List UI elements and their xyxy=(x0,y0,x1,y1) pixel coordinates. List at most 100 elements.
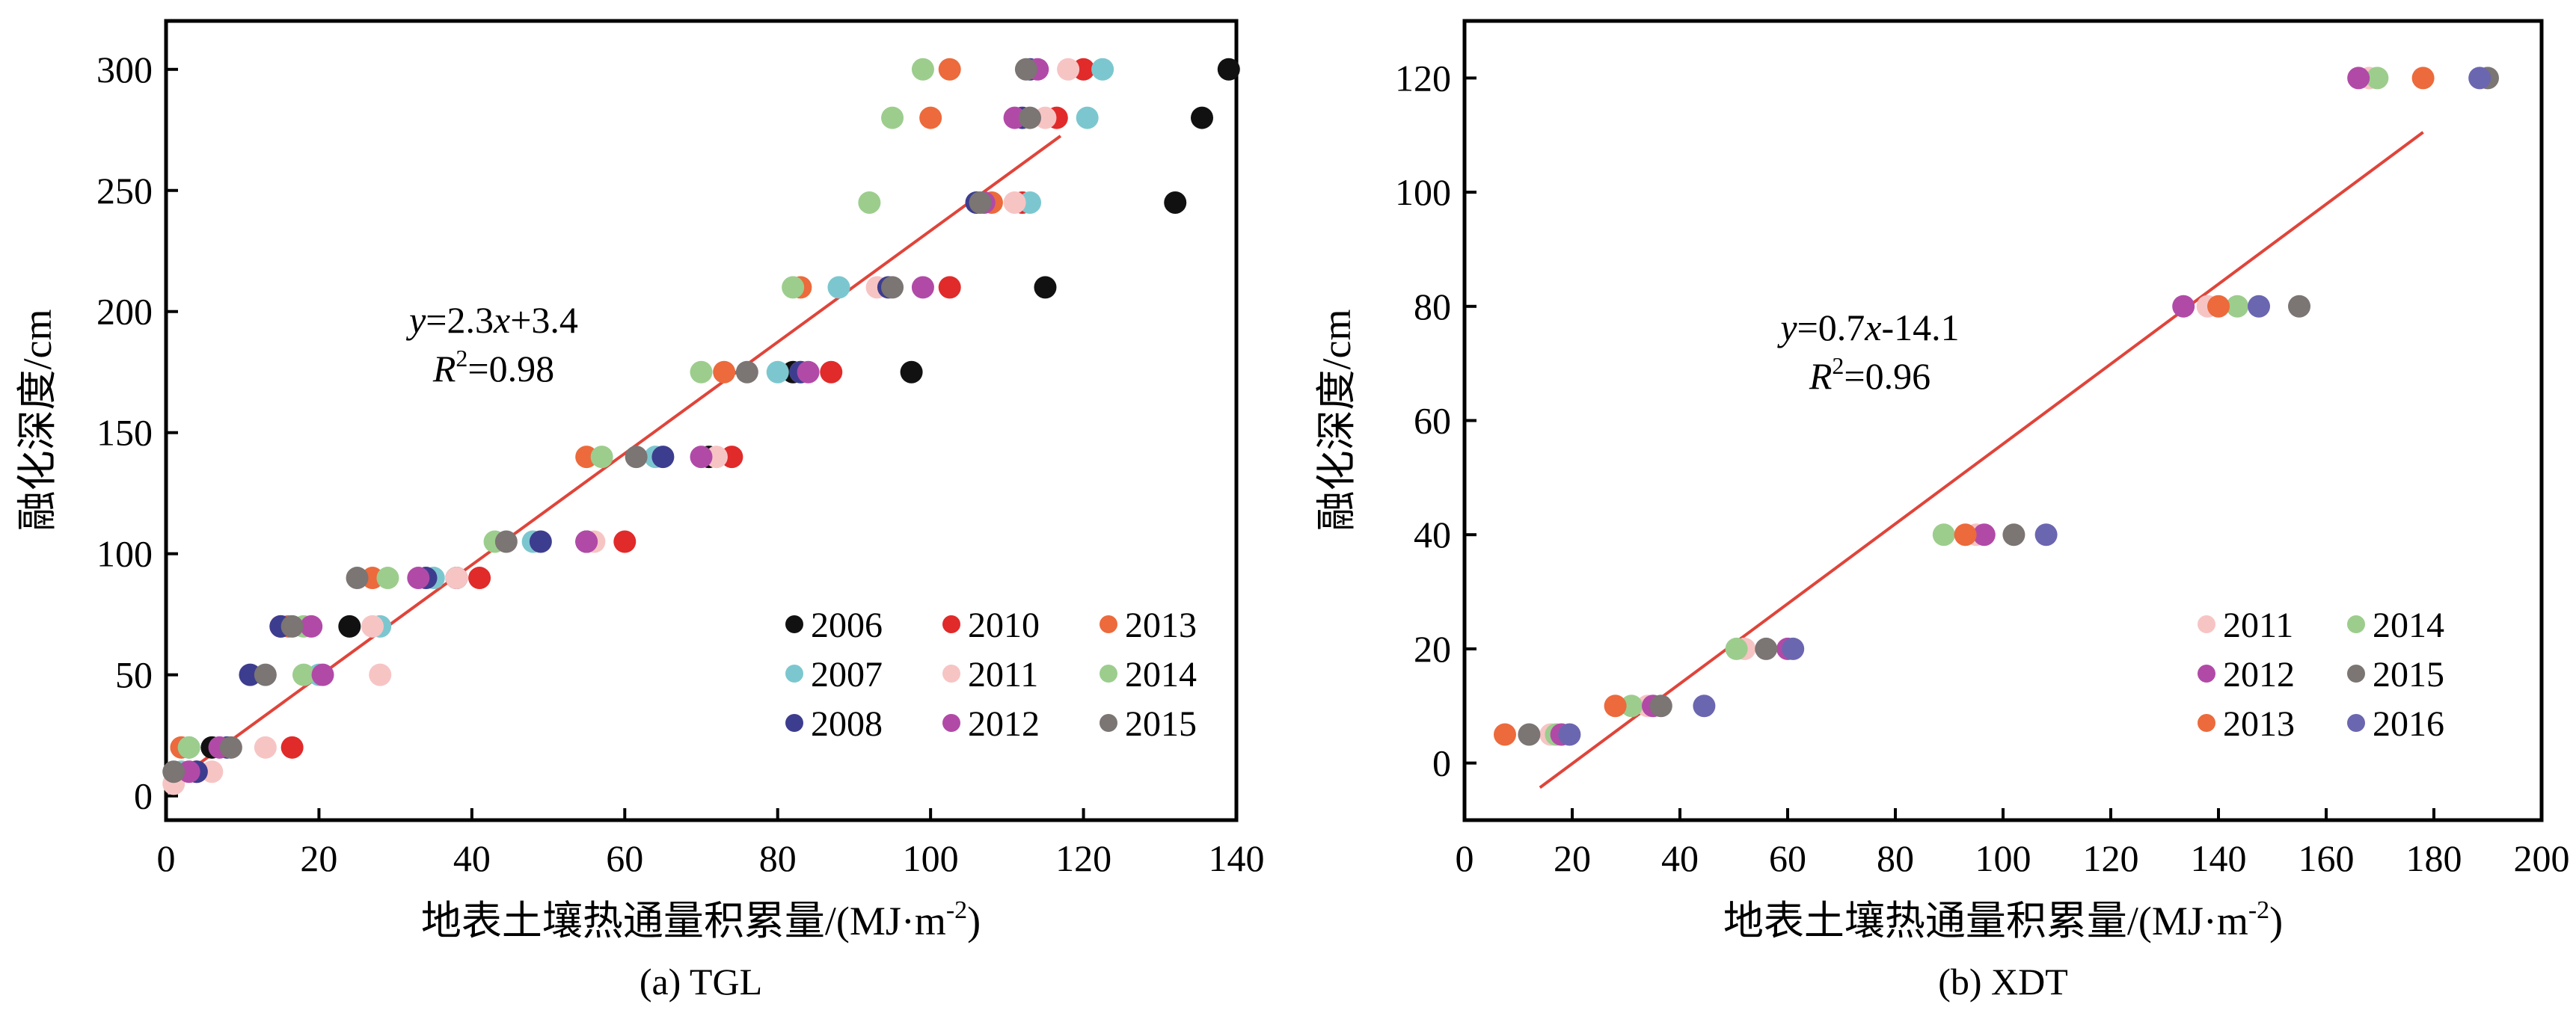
y-tick-label: 0 xyxy=(134,775,153,817)
data-point xyxy=(820,360,843,384)
legend-label: 2011 xyxy=(968,655,1038,695)
legend: 2011 2014 2012 2015 2013 2016 xyxy=(2198,606,2444,744)
plot-frame xyxy=(164,19,1239,822)
x-tick-label: 40 xyxy=(453,837,491,879)
data-point xyxy=(881,106,904,129)
panel-caption: (a) TGL xyxy=(640,961,762,1003)
data-point xyxy=(1620,695,1643,718)
x-tick-label: 100 xyxy=(903,837,959,879)
y-tick-label: 100 xyxy=(1395,171,1451,213)
data-point xyxy=(445,567,468,590)
series-2013 xyxy=(1494,67,2435,746)
legend-label: 2011 xyxy=(2223,606,2293,645)
x-tick-label: 40 xyxy=(1661,837,1699,879)
data-point xyxy=(1014,58,1037,81)
legend-label: 2006 xyxy=(811,606,883,645)
r-squared: R2=0.98 xyxy=(432,345,554,390)
data-point xyxy=(338,615,361,638)
legend-marker-2012 xyxy=(942,714,960,732)
data-point xyxy=(1932,523,1955,547)
y-tick-label: 100 xyxy=(96,533,153,575)
x-tick-label: 140 xyxy=(1209,837,1265,879)
data-point xyxy=(2468,67,2491,90)
data-point xyxy=(300,615,323,638)
fit-equation: y=0.7x-14.1 xyxy=(1776,307,1959,348)
data-point xyxy=(2248,295,2270,318)
data-point xyxy=(346,567,369,590)
legend-marker-2010 xyxy=(942,615,960,633)
data-point xyxy=(468,567,491,590)
data-point xyxy=(797,360,820,384)
data-point xyxy=(219,736,242,759)
legend-label: 2013 xyxy=(2223,704,2295,744)
data-point xyxy=(1164,191,1187,214)
y-tick-label: 300 xyxy=(96,49,153,90)
legend-label: 2016 xyxy=(2373,704,2444,744)
data-point xyxy=(1782,637,1805,660)
x-axis-label: 地表土壤热通量积累量/(MJ·m-2) xyxy=(421,896,981,943)
data-point xyxy=(613,530,637,553)
legend-label: 2015 xyxy=(2373,655,2444,695)
data-point xyxy=(1725,637,1748,660)
legend-label: 2012 xyxy=(968,704,1040,744)
legend-marker-2014 xyxy=(1100,665,1117,683)
data-point xyxy=(1091,58,1114,81)
x-tick-label: 120 xyxy=(1055,837,1111,879)
x-tick-label: 80 xyxy=(1877,837,1914,879)
y-tick-label: 250 xyxy=(96,170,153,212)
legend-marker-2011 xyxy=(942,665,960,683)
data-point xyxy=(162,760,185,783)
series-2006 xyxy=(200,58,1240,759)
data-point xyxy=(311,663,334,686)
r-squared: R2=0.96 xyxy=(1809,352,1931,397)
legend-marker-2016 xyxy=(2347,714,2365,732)
y-tick-label: 150 xyxy=(96,412,153,454)
data-point xyxy=(735,360,758,384)
data-point xyxy=(969,191,992,214)
series-2014 xyxy=(177,58,934,759)
legend-marker-2012 xyxy=(2198,665,2215,683)
data-point xyxy=(1076,106,1099,129)
data-point xyxy=(2288,295,2310,318)
series-2015 xyxy=(162,58,1042,783)
legend-marker-2008 xyxy=(785,714,803,732)
series-2014 xyxy=(1545,67,2389,746)
x-tick-label: 0 xyxy=(157,837,176,879)
data-point xyxy=(376,567,399,590)
data-point xyxy=(1954,523,1977,547)
data-point xyxy=(1057,58,1080,81)
x-tick-label: 120 xyxy=(2083,837,2139,879)
legend-marker-2011 xyxy=(2198,615,2215,633)
chart-panel-tgl: 0 20 40 60 80 100 120 140 0 50 100 150 200 250 300 y=2.… xyxy=(15,19,1265,1003)
data-point xyxy=(254,663,277,686)
x-tick-label: 140 xyxy=(2191,837,2247,879)
data-point xyxy=(2347,67,2370,90)
data-point xyxy=(766,360,789,384)
legend-label: 2008 xyxy=(811,704,883,744)
data-point xyxy=(529,530,552,553)
legend-label: 2010 xyxy=(968,606,1040,645)
y-axis-label: 融化深度/cm xyxy=(15,310,60,532)
data-point xyxy=(1034,276,1057,299)
data-point xyxy=(690,446,713,469)
data-point xyxy=(590,446,613,469)
data-point xyxy=(1494,723,1516,746)
y-tick-label: 20 xyxy=(1414,628,1451,670)
data-point xyxy=(827,276,850,299)
data-point xyxy=(1003,191,1026,214)
data-point xyxy=(1972,523,1996,547)
data-point xyxy=(782,276,805,299)
data-point xyxy=(651,446,675,469)
y-axis-label: 融化深度/cm xyxy=(1314,310,1359,532)
data-point xyxy=(177,736,200,759)
data-point xyxy=(2002,523,2025,547)
x-tick-label: 200 xyxy=(2514,837,2570,879)
y-tick-label: 200 xyxy=(96,291,153,333)
data-point xyxy=(2172,295,2195,318)
data-point xyxy=(911,276,934,299)
fit-line xyxy=(1539,131,2424,789)
x-tick-label: 80 xyxy=(759,837,797,879)
data-point xyxy=(1649,695,1672,718)
data-point xyxy=(407,567,430,590)
data-point xyxy=(1191,106,1214,129)
